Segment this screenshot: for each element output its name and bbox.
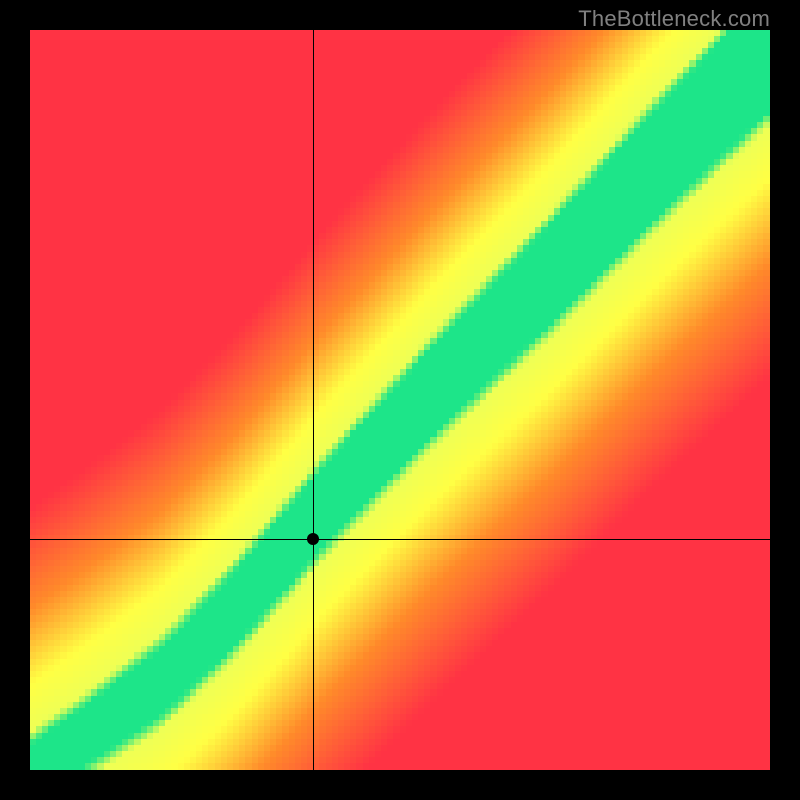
heatmap-canvas <box>30 30 770 770</box>
plot-area <box>30 30 770 770</box>
crosshair-vertical <box>313 30 314 770</box>
marker-dot <box>307 533 319 545</box>
crosshair-horizontal <box>30 539 770 540</box>
watermark-text: TheBottleneck.com <box>578 6 770 32</box>
chart-container: TheBottleneck.com <box>0 0 800 800</box>
